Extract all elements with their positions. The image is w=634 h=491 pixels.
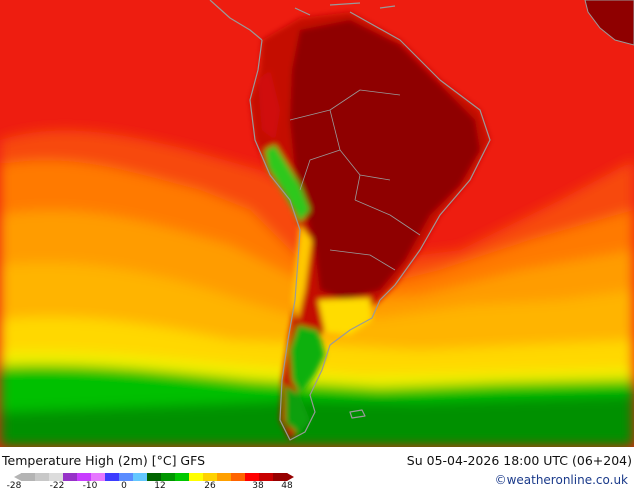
legend-swatch <box>133 473 148 481</box>
credit-link[interactable]: ©weatheronline.co.uk <box>494 473 628 487</box>
legend-swatch <box>119 473 134 481</box>
legend-swatch <box>231 473 246 481</box>
legend-swatch <box>91 473 106 481</box>
legend-swatch <box>161 473 176 481</box>
africa-landmass <box>584 0 634 46</box>
andes-red-strip <box>258 70 280 140</box>
central-america <box>209 0 311 41</box>
legend-arrow-right <box>287 473 294 481</box>
legend-swatch <box>273 473 288 481</box>
legend-swatch <box>21 473 36 481</box>
color-legend <box>14 473 294 481</box>
legend-tick: -22 <box>49 481 65 491</box>
caribbean-islands <box>329 2 396 9</box>
borders-internal <box>289 89 421 271</box>
legend-tick: 26 <box>204 481 216 491</box>
legend-tick: -28 <box>6 481 22 491</box>
africa-corner <box>584 0 634 46</box>
legend-swatch <box>105 473 120 481</box>
legend-arrow-left <box>14 473 22 481</box>
legend-tick: 12 <box>154 481 166 491</box>
legend-swatch <box>217 473 232 481</box>
legend-swatch <box>147 473 162 481</box>
legend-tick: 0 <box>121 481 127 491</box>
legend-swatch <box>203 473 218 481</box>
coastline-east <box>349 11 491 301</box>
legend-swatch <box>77 473 92 481</box>
patagonia-green <box>290 325 325 395</box>
coastline-west <box>249 39 381 441</box>
falkland-islands <box>349 409 366 419</box>
south-tip-green <box>285 385 310 435</box>
valid-time: Su 05-04-2026 18:00 UTC (06+204) <box>406 453 632 468</box>
legend-tick: -10 <box>82 481 98 491</box>
legend-swatch <box>259 473 274 481</box>
legend-tick: 38 <box>252 481 264 491</box>
map-title: Temperature High (2m) [°C] GFS <box>2 453 206 468</box>
legend-tick: 48 <box>281 481 293 491</box>
temperature-map <box>0 0 634 447</box>
map-footer: Temperature High (2m) [°C] GFS Su 05-04-… <box>0 447 634 491</box>
coastlines-borders <box>209 0 491 441</box>
legend-swatch <box>175 473 190 481</box>
legend-swatch <box>35 473 50 481</box>
legend-swatch <box>245 473 260 481</box>
andes-yellow <box>292 225 312 320</box>
legend-swatch <box>49 473 64 481</box>
land-temperature <box>250 12 490 440</box>
andes-green <box>265 145 310 222</box>
interior-darkred <box>290 20 480 300</box>
legend-swatch <box>63 473 78 481</box>
legend-swatch <box>189 473 204 481</box>
band-dark-green <box>0 395 634 447</box>
